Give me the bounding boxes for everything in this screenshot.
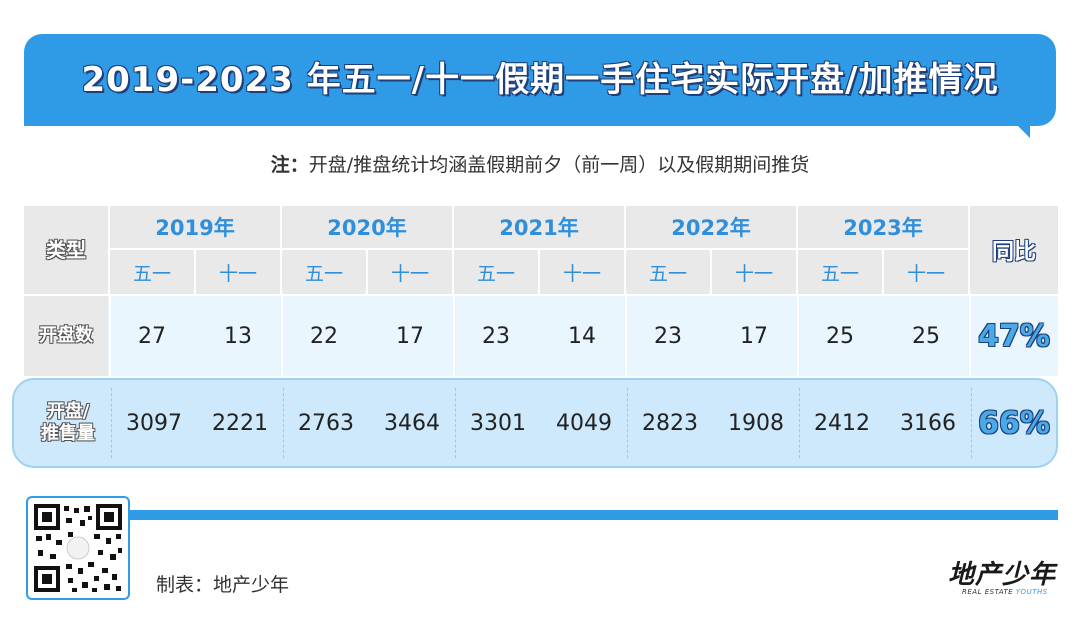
table-cell: 3301 (470, 410, 526, 436)
table-row: 开盘数 27 13 22 17 23 14 23 17 25 25 47% (24, 296, 1058, 376)
table-cell: 3464 (384, 410, 440, 436)
divider (797, 296, 799, 376)
logo-subtitle: REAL ESTATE YOUTHS (962, 588, 1048, 596)
holiday-label: 十一 (390, 262, 429, 285)
row-label-cell: 开盘数 (24, 296, 108, 376)
holiday-label: 十一 (562, 262, 601, 285)
brand-logo: 地产少年 REAL ESTATE YOUTHS (948, 554, 1058, 602)
holiday-label: 五一 (648, 262, 687, 285)
divider (969, 296, 971, 376)
holiday-label: 五一 (476, 262, 515, 285)
holiday-header: 五一 (110, 250, 194, 294)
qr-code (26, 496, 130, 600)
holiday-header: 十一 (712, 250, 796, 294)
holiday-label: 十一 (906, 262, 945, 285)
divider (111, 388, 112, 458)
divider (625, 296, 627, 376)
divider (455, 388, 456, 458)
divider (453, 296, 455, 376)
table-cell: 23 (654, 323, 682, 349)
divider (971, 388, 972, 458)
row-label: 推售量 (41, 423, 95, 444)
note-label: 注： (270, 154, 309, 176)
divider (283, 388, 284, 458)
table-cell: 3166 (900, 410, 956, 436)
table-cell: 23 (482, 323, 510, 349)
qr-code-icon (34, 504, 122, 592)
type-header: 类型 (46, 238, 86, 262)
yoy-header-cell: 同比 (970, 206, 1058, 294)
divider (109, 296, 111, 376)
table-cell: 2221 (212, 410, 268, 436)
credit-text: 制表：地产少年 (156, 574, 290, 596)
table-cell: 17 (740, 323, 768, 349)
holiday-header: 十一 (884, 250, 968, 294)
year-header-2023: 2023年 (798, 206, 968, 248)
table-cell: 3097 (126, 410, 182, 436)
row-label: 开盘/ (46, 401, 90, 422)
table-cell: 4049 (556, 410, 612, 436)
page-title: 2019-2023 年五一/十一假期一手住宅实际开盘/加推情况 (81, 60, 999, 100)
holiday-header: 十一 (196, 250, 280, 294)
table-cell: 2823 (642, 410, 698, 436)
table-cell: 17 (396, 323, 424, 349)
table-cell: 13 (224, 323, 252, 349)
yoy-value: 66% (978, 405, 1050, 441)
row-label: 开盘数 (39, 325, 93, 346)
holiday-label: 十一 (218, 262, 257, 285)
holiday-label: 五一 (820, 262, 859, 285)
year-header-2021: 2021年 (454, 206, 624, 248)
footer-bar (130, 510, 1058, 520)
divider (281, 296, 283, 376)
year-label: 2020年 (327, 216, 407, 240)
divider (627, 388, 628, 458)
holiday-label: 十一 (734, 262, 773, 285)
title-banner: 2019-2023 年五一/十一假期一手住宅实际开盘/加推情况 (24, 34, 1056, 126)
table-cell: 2763 (298, 410, 354, 436)
table-cell: 25 (912, 323, 940, 349)
holiday-header: 十一 (368, 250, 452, 294)
holiday-header: 五一 (282, 250, 366, 294)
year-header-2019: 2019年 (110, 206, 280, 248)
holiday-header: 五一 (626, 250, 710, 294)
year-label: 2019年 (155, 216, 235, 240)
row-label-cell: 开盘/ 推售量 (26, 380, 110, 466)
table-cell: 14 (568, 323, 596, 349)
table-cell: 25 (826, 323, 854, 349)
logo-text: 地产少年 (948, 560, 1057, 590)
year-label: 2023年 (843, 216, 923, 240)
holiday-header: 十一 (540, 250, 624, 294)
year-header-2020: 2020年 (282, 206, 452, 248)
banner-tail (1008, 116, 1030, 138)
table-cell: 22 (310, 323, 338, 349)
table-row: 开盘/ 推售量 3097 2221 2763 3464 3301 4049 28… (12, 378, 1058, 468)
logo-subtitle-accent: YOUTHS (1015, 588, 1048, 596)
yoy-header: 同比 (991, 240, 1036, 265)
table-cell: 2412 (814, 410, 870, 436)
holiday-header: 五一 (798, 250, 882, 294)
holiday-header: 五一 (454, 250, 538, 294)
table-cell: 27 (138, 323, 166, 349)
year-header-2022: 2022年 (626, 206, 796, 248)
year-label: 2022年 (671, 216, 751, 240)
note: 注：开盘/推盘统计均涵盖假期前夕（前一周）以及假期期间推货 (0, 150, 1080, 177)
divider (799, 388, 800, 458)
holiday-label: 五一 (132, 262, 171, 285)
year-label: 2021年 (499, 216, 579, 240)
note-text: 开盘/推盘统计均涵盖假期前夕（前一周）以及假期期间推货 (308, 154, 810, 176)
yoy-value: 47% (978, 318, 1050, 354)
logo-subtitle-part: REAL ESTATE (962, 588, 1016, 596)
holiday-label: 五一 (304, 262, 343, 285)
table-cell: 1908 (728, 410, 784, 436)
type-header-cell: 类型 (24, 206, 108, 294)
